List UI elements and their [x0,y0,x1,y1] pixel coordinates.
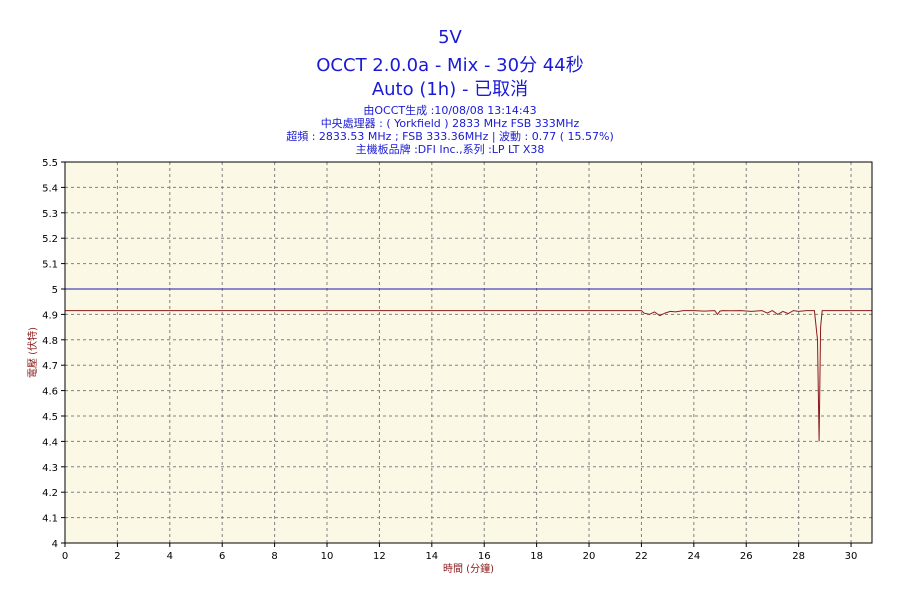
info-motherboard: 主機板品牌 :DFI Inc.,系列 :LP LT X38 [355,143,545,156]
axis-ticks: 4 4.1 4.2 4.3 4.4 4.5 4.6 4.7 4.8 4.9 5 5.1 5.2 5.3 5.… [42,158,857,562]
info-cpu: 中央處理器 : ( Yorkfield ) 2833 MHz FSB 333MH… [320,117,580,130]
y-axis-label: 電壓 (伏特) [26,327,39,378]
chart-title: 5V [438,27,462,48]
x-tick-label: 10 [321,551,334,562]
plot-frame [64,161,873,544]
x-tick-label: 28 [792,551,805,562]
y-tick-label: 4.6 [42,387,58,398]
plot-area [65,162,872,543]
info-overclock: 超頻 : 2833.53 MHz ; FSB 333.36MHz | 波動 : … [286,130,614,143]
series-line-5v [65,310,872,442]
chart-subtitle: OCCT 2.0.0a - Mix - 30分 44秒 [316,55,584,76]
x-axis-label: 時間 (分鐘) [443,562,494,575]
x-tick-label: 22 [635,551,648,562]
y-tick-label: 5.1 [42,260,58,271]
x-tick-label: 30 [845,551,858,562]
x-tick-label: 0 [62,551,68,562]
x-tick-label: 18 [530,551,543,562]
y-tick-label: 4.8 [42,336,58,347]
y-tick-label: 5.4 [42,183,58,194]
y-tick-label: 5.2 [42,234,58,245]
x-tick-label: 26 [740,551,753,562]
x-tick-label: 12 [373,551,386,562]
y-tick-label: 5.5 [42,158,58,169]
x-tick-label: 14 [425,551,438,562]
y-tick-label: 4.5 [42,412,58,423]
x-tick-label: 24 [687,551,700,562]
x-tick-label: 16 [478,551,491,562]
y-tick-label: 5 [52,285,58,296]
x-tick-label: 8 [271,551,277,562]
y-tick-label: 4.9 [42,310,58,321]
x-tick-label: 20 [583,551,596,562]
grid [65,162,872,543]
y-tick-label: 5.3 [42,209,58,220]
y-tick-label: 4.3 [42,463,58,474]
info-generated-by: 由OCCT生成 :10/08/08 13:14:43 [363,104,537,117]
y-tick-label: 4.7 [42,361,58,372]
x-tick-label: 4 [167,551,173,562]
x-tick-label: 6 [219,551,225,562]
y-tick-label: 4.2 [42,488,58,499]
y-tick-label: 4 [52,539,58,550]
y-tick-label: 4.1 [42,514,58,525]
x-tick-label: 2 [114,551,120,562]
y-tick-label: 4.4 [42,437,58,448]
chart-mode-status: Auto (1h) - 已取消 [371,79,529,100]
